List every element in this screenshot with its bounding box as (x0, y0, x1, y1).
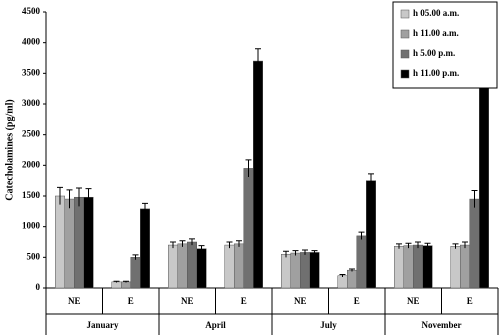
y-tick-label: 2000 (22, 159, 41, 169)
legend-label: h 05.00 a.m. (413, 8, 459, 18)
error-bar (405, 242, 412, 249)
bar (140, 208, 150, 289)
bar (403, 245, 414, 289)
x-tick-label: NE (407, 296, 420, 306)
bar (234, 243, 244, 289)
error-bar (189, 238, 195, 246)
error-bar (198, 245, 205, 252)
group-label: January (86, 320, 119, 330)
bar (356, 235, 367, 289)
y-tick-label: 4500 (22, 6, 41, 16)
error-bar (349, 268, 355, 272)
group-label: April (205, 320, 226, 330)
y-tick-label: 0 (36, 282, 41, 292)
x-tick-label: NE (294, 296, 307, 306)
error-bar (368, 173, 374, 188)
bar (460, 244, 470, 289)
x-tick-label: NE (68, 296, 81, 306)
error-bar (179, 240, 186, 247)
error-bar (358, 231, 365, 240)
group-label: July (320, 320, 337, 330)
x-tick-label: E (128, 296, 134, 306)
y-tick-label: 500 (27, 251, 41, 261)
bar (300, 252, 310, 289)
error-bar (85, 188, 92, 206)
y-tick-label: 3000 (22, 98, 41, 108)
bar (422, 245, 433, 289)
legend-swatch (400, 49, 410, 59)
y-tick-label: 4000 (22, 37, 41, 47)
error-bar (113, 280, 120, 283)
bar (347, 269, 357, 289)
error-bar (283, 250, 289, 258)
error-bar (424, 242, 431, 249)
bar (366, 180, 376, 289)
bar (64, 198, 75, 289)
error-bar (311, 250, 318, 255)
x-tick-label: E (354, 296, 360, 306)
bar (290, 252, 301, 289)
bar (281, 254, 291, 289)
error-bar (292, 250, 299, 256)
bar (111, 281, 122, 289)
error-bar (76, 187, 82, 207)
bar (74, 196, 84, 289)
bar (224, 244, 235, 289)
bar (309, 252, 320, 289)
legend-box (392, 1, 498, 89)
error-bar (339, 274, 346, 277)
error-bar (302, 249, 308, 255)
bar (450, 246, 461, 289)
bar (469, 198, 480, 289)
error-bar (255, 48, 261, 74)
error-bar (396, 243, 402, 249)
bar (83, 196, 94, 289)
error-bar (452, 243, 459, 249)
legend-label: h 11.00 p.m. (413, 68, 459, 78)
bar (253, 60, 263, 289)
bar (130, 257, 141, 289)
error-bar (123, 280, 129, 283)
legend-swatch (400, 9, 410, 19)
error-bar (462, 241, 468, 249)
error-bar (132, 254, 139, 260)
x-tick-label: E (467, 296, 473, 306)
bar (394, 246, 404, 289)
y-axis-label: Catecholamines (pg/ml) (4, 99, 15, 200)
x-tick-label: NE (181, 296, 194, 306)
bar (243, 168, 254, 289)
error-bar (226, 241, 233, 249)
y-tick-label: 3500 (22, 67, 41, 77)
bar (187, 241, 197, 289)
group-label: November (422, 320, 462, 330)
error-bar (66, 189, 73, 209)
y-tick-label: 1500 (22, 190, 41, 200)
error-bar (57, 186, 63, 205)
bar (413, 244, 423, 289)
legend-label: h 11.00 a.m. (413, 28, 459, 38)
legend-swatch (400, 29, 410, 39)
bar (55, 195, 65, 289)
y-tick-label: 1000 (22, 221, 41, 231)
bar (168, 244, 178, 289)
x-tick-label: E (241, 296, 247, 306)
error-bar (142, 202, 148, 215)
error-bar (415, 241, 421, 249)
bar (196, 248, 207, 289)
bar (337, 275, 348, 289)
bar (177, 243, 188, 289)
error-bar (170, 241, 176, 249)
legend-label: h 5.00 p.m. (413, 48, 455, 58)
error-bar (471, 189, 478, 208)
legend-swatch (400, 69, 410, 79)
error-bar (245, 159, 252, 177)
bar (121, 281, 131, 289)
error-bar (236, 240, 242, 247)
y-tick-label: 2500 (22, 129, 41, 139)
